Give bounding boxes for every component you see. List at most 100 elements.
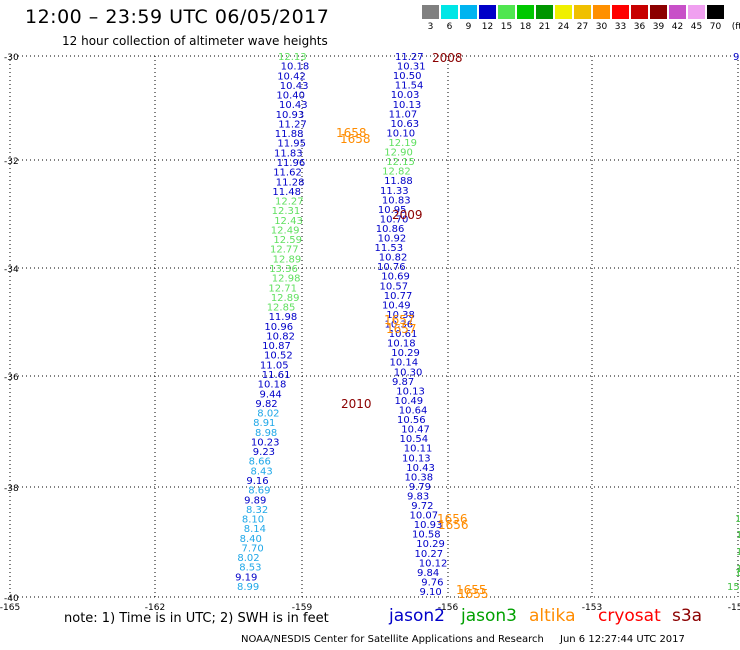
swh-label-track-a: 8.91 — [253, 418, 275, 429]
lon-tick-label: -150 — [728, 603, 740, 613]
swh-label-track-b: 10.77 — [384, 291, 413, 302]
swh-label-track-b: 10.36 — [385, 320, 414, 331]
swh-label-track-a: 12.43 — [274, 216, 303, 227]
scale-label: (ft) — [731, 22, 740, 32]
swh-label-track-a: 12.71 — [268, 283, 297, 294]
pass-time-label: 1658 — [336, 126, 367, 140]
satellite-altika: altika — [529, 606, 576, 626]
lon-tick-label: -156 — [438, 603, 459, 613]
page-title: 12:00 – 23:59 UTC 06/05/2017 — [25, 6, 330, 28]
swh-label-track-b: 10.76 — [377, 262, 406, 273]
scale-label: 3 — [427, 22, 434, 32]
swh-label-track-a: 8.99 — [237, 582, 259, 593]
scale-label: 33 — [614, 22, 627, 32]
lat-tick-label: -36 — [4, 373, 19, 383]
swh-label-track-b: 10.49 — [382, 300, 411, 311]
swh-label-track-b: 10.50 — [393, 71, 422, 82]
scale-swatch — [669, 5, 686, 19]
scale-swatch — [593, 5, 610, 19]
swh-label-track-a: 8.98 — [255, 428, 277, 439]
swh-label-track-b: 10.11 — [404, 444, 433, 455]
swh-label-track-b: 9.83 — [407, 491, 429, 502]
swh-label-track-b: 10.30 — [394, 367, 423, 378]
swh-label-track-b: 10.13 — [396, 386, 425, 397]
pass-time-label: 2009 — [392, 208, 423, 222]
pass-time-label: 1657 — [386, 322, 417, 336]
swh-label-track-a: 11.27 — [278, 119, 307, 130]
lon-tick-label: -159 — [292, 603, 313, 613]
footer-credit: NOAA/NESDIS Center for Satellite Applica… — [241, 634, 544, 645]
swh-label-track-b: 10.27 — [415, 549, 444, 560]
scale-label: 39 — [652, 22, 665, 32]
swh-label-track-b: 10.29 — [416, 539, 445, 550]
swh-label-track-b: 9.79 — [409, 482, 431, 493]
swh-label-track-a: 10.23 — [251, 437, 280, 448]
page-subtitle: 12 hour collection of altimeter wave hei… — [62, 34, 328, 48]
swh-label-track-b: 10.18 — [387, 339, 416, 350]
swh-label-track-b: 10.03 — [391, 90, 420, 101]
swh-label-track-a: 12.77 — [270, 245, 299, 256]
swh-label-track-a: 9.23 — [253, 447, 275, 458]
scale-label: 9 — [465, 22, 472, 32]
swh-label-track-b: 11.07 — [389, 109, 418, 120]
scale-swatch — [555, 5, 572, 19]
lat-tick-label: -34 — [4, 265, 19, 275]
swh-label-track-a: 9.16 — [246, 476, 268, 487]
swh-label-track-b: 10.49 — [395, 396, 424, 407]
swh-label-track-a: 11.98 — [269, 312, 298, 323]
swh-label-track-b: 9.87 — [392, 377, 414, 388]
swh-label-track-b: 12.90 — [384, 148, 413, 159]
swh-label-track-b: 10.58 — [412, 530, 441, 541]
swh-label-track-a: 12.27 — [275, 197, 304, 208]
satellite-jason3: jason3 — [461, 606, 517, 626]
scale-swatch — [498, 5, 515, 19]
swh-label-track-a: 12.85 — [267, 303, 296, 314]
lat-tick-label: -38 — [4, 484, 19, 494]
axis-labels: -30 -32 -34 -36 -38 -40-165 -162 -159 -156 -153 -1… — [0, 53, 740, 613]
units-note: note: 1) Time is in UTC; 2) SWH is in fe… — [64, 611, 329, 626]
swh-label-track-a: 8.40 — [240, 534, 262, 545]
swh-label-track-b: 10.47 — [401, 425, 430, 436]
swh-label-track-a: 8.32 — [246, 505, 268, 516]
swh-label-track-a: 8.66 — [249, 457, 271, 468]
swh-label-track-b: 10.31 — [397, 62, 426, 73]
swh-label-track-b: 9.72 — [411, 501, 433, 512]
swh-label-track-a: 13.36 — [269, 264, 298, 275]
swh-label-track-b: 10.86 — [376, 224, 405, 235]
swh-label-track-b: 10.64 — [399, 405, 428, 416]
lon-tick-label: -162 — [145, 603, 165, 613]
swh-label-track-b: 10.83 — [382, 195, 411, 206]
swh-label-track-a: 9.82 — [255, 399, 277, 410]
scale-swatch — [441, 5, 458, 19]
swh-label-track-a: 12.59 — [273, 235, 302, 246]
pass-time-label: 1655 — [458, 587, 489, 601]
swh-label-track-b: 11.33 — [380, 186, 409, 197]
edge-swh-label: 15 — [727, 582, 740, 593]
swh-label-track-a: 11.95 — [277, 139, 306, 150]
swh-label-track-a: 12.98 — [272, 274, 301, 285]
pass-time-label: 1657 — [384, 313, 415, 327]
swh-label-track-b: 10.43 — [406, 463, 435, 474]
swh-label-track-b: 10.61 — [389, 329, 418, 340]
swh-label-track-a: 8.02 — [237, 553, 259, 564]
swh-label-track-a: 12.89 — [271, 293, 300, 304]
swh-label-track-b: 10.13 — [393, 100, 422, 111]
swh-label-track-a: 11.05 — [260, 360, 289, 371]
swh-label-track-a: 12.13 — [278, 52, 307, 63]
lon-tick-label: -153 — [582, 603, 602, 613]
swh-label-track-b: 10.12 — [419, 558, 448, 569]
swh-label-track-a: 9.44 — [260, 389, 282, 400]
swh-label-track-b: 10.57 — [380, 281, 409, 292]
pass-time-label: 1656 — [437, 512, 468, 526]
swh-label-track-b: 12.82 — [382, 167, 411, 178]
scale-label: 27 — [576, 22, 589, 32]
edge-swh-label: 1 — [736, 547, 740, 558]
swh-label-track-a: 10.18 — [258, 380, 287, 391]
scale-label: 21 — [538, 22, 551, 32]
pass-time-label: 1656 — [438, 518, 469, 532]
swh-label-track-a: 11.48 — [272, 187, 301, 198]
swh-label-track-b: 11.27 — [395, 52, 424, 63]
satellite-jason2: jason2 — [389, 606, 445, 626]
swh-label-track-a: 8.02 — [257, 409, 279, 420]
swh-label-track-a: 8.14 — [244, 524, 266, 535]
